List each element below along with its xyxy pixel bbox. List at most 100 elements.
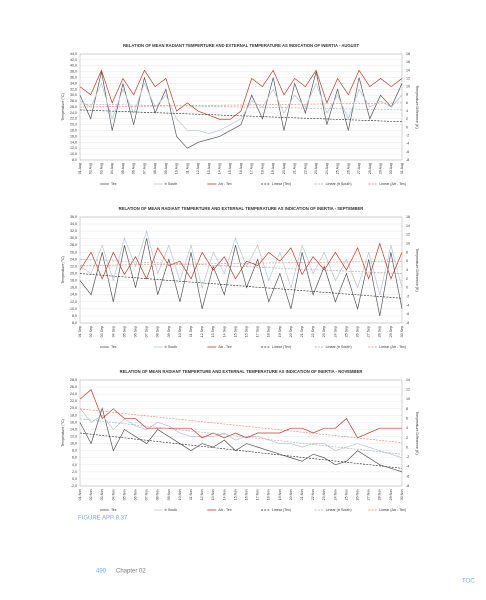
legend-label: Linear (Δtr - Tex) bbox=[379, 182, 406, 186]
x-tick-label: 02 Nov bbox=[89, 489, 93, 501]
x-tick-label: 03 Aug bbox=[99, 163, 103, 174]
x-tick-label: 11 Sep bbox=[189, 326, 193, 337]
x-tick-label: 23 Nov bbox=[322, 489, 326, 501]
figure-caption: FIGURE APP 8.37 bbox=[78, 516, 128, 522]
x-tick-label: 09 Sep bbox=[167, 326, 171, 337]
x-tick-label: 08 Nov bbox=[156, 489, 160, 501]
x-tick-label: 26 Sep bbox=[356, 326, 360, 337]
x-tick-label: 27 Nov bbox=[367, 489, 371, 501]
x-tick-label: 26 Aug bbox=[346, 163, 350, 174]
y2-tick-label: 0 bbox=[406, 125, 408, 129]
x-tick-label: 09 Nov bbox=[167, 489, 171, 501]
legend-label: Δtr - Tex bbox=[218, 508, 232, 512]
y2-tick-label: 10 bbox=[406, 397, 410, 401]
y2-tick-label: 8 bbox=[406, 407, 408, 411]
y2-tick-label: 4 bbox=[406, 426, 408, 430]
x-tick-label: 05 Sep bbox=[122, 326, 126, 337]
legend-label: Δtr - Tex bbox=[218, 345, 232, 349]
y-tick-label: 10,0 bbox=[70, 152, 77, 156]
x-tick-label: 27 Aug bbox=[357, 163, 361, 174]
y-tick-label: -2,0 bbox=[71, 484, 77, 488]
y2-tick-label: 10 bbox=[406, 241, 410, 245]
x-tick-label: 22 Sep bbox=[311, 326, 315, 337]
x-tick-label: 31 Aug bbox=[400, 163, 404, 174]
y2-tick-label: 12 bbox=[406, 233, 410, 237]
y2-tick-label: -2 bbox=[406, 294, 409, 298]
legend-label: tr South bbox=[165, 345, 178, 349]
x-tick-label: 21 Sep bbox=[300, 326, 304, 337]
y2-tick-label: 6 bbox=[406, 416, 408, 420]
x-tick-label: 02 Aug bbox=[89, 163, 93, 174]
x-tick-label: 24 Nov bbox=[333, 489, 337, 501]
y-tick-label: 12,0 bbox=[70, 300, 77, 304]
y2-axis-label: Temperature Difference (K) bbox=[415, 248, 419, 291]
y2-tick-label: 16 bbox=[406, 60, 410, 64]
series-line bbox=[79, 407, 403, 473]
y-tick-label: 24,0 bbox=[70, 392, 77, 396]
trend-line bbox=[79, 408, 403, 443]
trend-line bbox=[79, 273, 403, 299]
y-tick-label: 4,0 bbox=[72, 463, 77, 467]
y2-tick-label: 14 bbox=[406, 378, 410, 382]
x-tick-label: 05 Aug bbox=[121, 163, 125, 174]
x-tick-label: 02 Sep bbox=[89, 326, 93, 337]
x-tick-label: 10 Sep bbox=[178, 326, 182, 337]
y2-tick-label: -4 bbox=[406, 303, 409, 307]
y-axis-label: Temperature (°C) bbox=[61, 93, 65, 121]
y-tick-label: 38,0 bbox=[70, 70, 77, 74]
legend-label: Linear (tr South) bbox=[326, 508, 352, 512]
x-tick-label: 08 Sep bbox=[156, 326, 160, 337]
y-tick-label: 18,0 bbox=[70, 279, 77, 283]
y2-tick-label: 8 bbox=[406, 93, 408, 97]
y2-tick-label: 2 bbox=[406, 277, 408, 281]
y-axis-label: Temperature (°C) bbox=[61, 419, 65, 447]
y2-tick-label: -2 bbox=[406, 455, 409, 459]
x-tick-label: 14 Sep bbox=[222, 326, 226, 337]
toc-link[interactable]: TOC bbox=[462, 579, 475, 585]
y-tick-label: 22,0 bbox=[70, 117, 77, 121]
x-tick-label: 04 Nov bbox=[111, 489, 115, 501]
x-tick-label: 13 Aug bbox=[207, 163, 211, 174]
y-axis-label: Temperature (°C) bbox=[61, 256, 65, 284]
legend-label: Linear (Tex) bbox=[272, 508, 291, 512]
y2-tick-label: 4 bbox=[406, 109, 408, 113]
y-tick-label: 24,0 bbox=[70, 257, 77, 261]
legend-label: Δtr - Tex bbox=[218, 182, 232, 186]
x-tick-label: 18 Nov bbox=[267, 489, 271, 501]
x-tick-label: 04 Aug bbox=[110, 163, 114, 174]
x-tick-label: 06 Nov bbox=[133, 489, 137, 501]
x-tick-label: 05 Nov bbox=[122, 489, 126, 501]
x-tick-label: 07 Nov bbox=[145, 489, 149, 501]
x-tick-label: 15 Nov bbox=[233, 489, 237, 501]
y-tick-label: 40,0 bbox=[70, 64, 77, 68]
x-tick-label: 24 Sep bbox=[333, 326, 337, 337]
series-line bbox=[79, 82, 403, 134]
x-tick-label: 10 Nov bbox=[178, 489, 182, 501]
y2-tick-label: 8 bbox=[406, 250, 408, 254]
x-tick-label: 19 Sep bbox=[278, 326, 282, 337]
x-tick-label: 27 Sep bbox=[367, 326, 371, 337]
x-tick-label: 22 Aug bbox=[303, 163, 307, 174]
x-tick-label: 28 Sep bbox=[378, 326, 382, 337]
x-tick-label: 06 Sep bbox=[133, 326, 137, 337]
y-tick-label: 16,0 bbox=[70, 420, 77, 424]
y-tick-label: 26,0 bbox=[70, 105, 77, 109]
x-tick-label: 26 Nov bbox=[356, 489, 360, 501]
legend-label: tr South bbox=[165, 182, 178, 186]
x-tick-label: 21 Aug bbox=[293, 163, 297, 174]
x-tick-label: 23 Sep bbox=[322, 326, 326, 337]
x-tick-label: 01 Nov bbox=[78, 489, 82, 501]
y2-tick-label: -8 bbox=[406, 321, 409, 325]
y2-tick-label: -6 bbox=[406, 312, 409, 316]
trend-line bbox=[79, 102, 403, 108]
page-number: 499 bbox=[96, 569, 107, 575]
x-tick-label: 07 Sep bbox=[145, 326, 149, 337]
trend-line bbox=[79, 418, 403, 455]
y2-tick-label: 2 bbox=[406, 117, 408, 121]
y2-tick-label: 6 bbox=[406, 101, 408, 105]
chart-title: RELATION OF MEAN RADIANT TEMPERTURE AND … bbox=[119, 206, 364, 211]
x-tick-label: 17 Sep bbox=[256, 326, 260, 337]
y-tick-label: 22,0 bbox=[70, 264, 77, 268]
x-tick-label: 17 Aug bbox=[250, 163, 254, 174]
x-tick-label: 13 Nov bbox=[211, 489, 215, 501]
